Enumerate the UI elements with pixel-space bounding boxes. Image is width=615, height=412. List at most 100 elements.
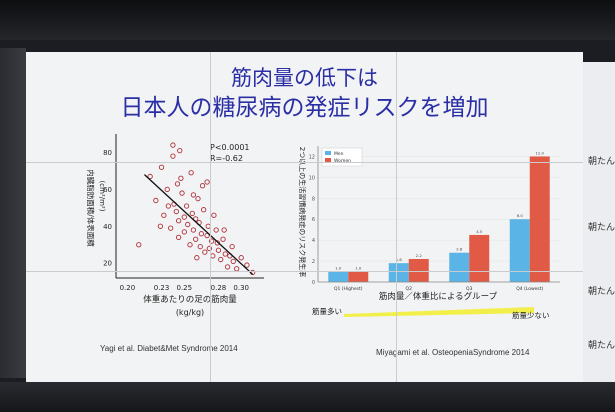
scatter-point — [173, 208, 179, 215]
scatter-point — [181, 214, 187, 220]
scatter-point — [199, 183, 206, 189]
scatter-point — [175, 218, 182, 224]
scatter-point — [229, 243, 235, 250]
scatter-ylabel-unit: (cm²/m²) — [98, 181, 106, 212]
scatter-point — [147, 173, 153, 180]
bar-value-label: 1.0 — [335, 266, 342, 271]
legend-men-label: Men — [334, 151, 344, 157]
scatter-point — [165, 203, 172, 209]
scatter-point — [189, 210, 195, 217]
scatter-point — [220, 236, 226, 242]
bar-women — [529, 156, 550, 282]
scatter-point — [190, 192, 197, 198]
bar-value-label: 2.2 — [416, 253, 423, 258]
bar-men — [388, 263, 409, 282]
screen-seam-v1 — [210, 52, 211, 382]
scatter-point — [197, 243, 203, 250]
bar-y-tick-label: 4 — [312, 238, 315, 244]
scatter-point — [218, 256, 224, 263]
scatter-y-tick-label: 20 — [103, 260, 112, 268]
scatter-point — [234, 266, 240, 272]
scatter-point — [170, 142, 176, 148]
scatter-point — [224, 264, 231, 270]
scatter-ylabel: 内臓脂肪面積/体表面積 — [86, 169, 96, 247]
scatter-point — [178, 175, 184, 181]
legend-men-swatch — [325, 151, 331, 155]
screen-seam-h1 — [26, 162, 583, 163]
right-side-panel: 朝たん 朝たん 朝たん 朝たん — [583, 62, 615, 402]
scatter-point — [211, 212, 217, 218]
bar-chart: 0 2 4 6 8 10 12 1.0 1.0 Q1 (Highest) 1.8 2.2 Q2 2.8 4.… — [298, 146, 560, 320]
scatter-point — [188, 170, 194, 176]
scatter-y-tick-label: 60 — [103, 186, 112, 194]
bar-men — [509, 219, 530, 282]
scatter-point — [222, 251, 228, 257]
screen-seam-v2 — [396, 52, 397, 382]
scatter-point — [187, 242, 193, 248]
scatter-point — [179, 190, 185, 196]
scatter-x-tick-label: 0.25 — [177, 284, 193, 292]
bar-y-tick-label: 8 — [312, 196, 315, 202]
bar-women — [348, 271, 369, 282]
bar-xlabel: 筋肉量／体重比によるグループ — [379, 291, 498, 302]
legend-women-swatch — [325, 158, 331, 162]
scatter-chart: 0.20 0.23 0.25 0.28 0.30 20 40 60 80 P<0.0001 R=… — [86, 134, 264, 317]
scatter-trend-line — [144, 174, 254, 275]
floor — [0, 382, 615, 412]
side-text-1: 朝たん — [588, 157, 615, 167]
bar-y-tick-label: 6 — [312, 217, 315, 223]
bar-category-label: Q1 (Highest) — [334, 286, 363, 292]
scatter-point — [177, 147, 183, 154]
scatter-point — [183, 203, 190, 209]
scatter-point — [210, 253, 216, 259]
bar-y-tick-label: 12 — [309, 154, 315, 160]
bar-ylabel: 2つ以上の生活習慣病発症のリスク発生率 — [298, 147, 307, 277]
scatter-point — [201, 207, 207, 213]
side-text-3: 朝たん — [588, 287, 615, 297]
scatter-point — [204, 232, 210, 239]
bar-y-tick-label: 0 — [312, 280, 315, 286]
scatter-point — [161, 212, 167, 218]
annotation-right: 筋量少ない — [512, 310, 550, 320]
scatter-stat-r: R=-0.62 — [210, 154, 243, 163]
scatter-point — [157, 223, 164, 229]
bar-women — [408, 258, 429, 282]
scatter-point — [244, 262, 250, 268]
bar-value-label: 12.0 — [536, 150, 545, 155]
bar-category-label: Q3 — [466, 286, 473, 292]
bar-y-tick-label: 2 — [312, 259, 315, 265]
ceiling — [0, 0, 615, 40]
bar-value-label: 1.8 — [396, 257, 403, 262]
slide-title-line2: 日本人の糖尿病の発症リスクを増加 — [120, 95, 489, 121]
scatter-point — [167, 225, 174, 231]
legend-box — [321, 147, 363, 167]
scatter-point — [158, 164, 165, 170]
scatter-y-tick-label: 80 — [103, 149, 112, 157]
scatter-point — [195, 195, 201, 202]
scatter-point — [181, 229, 187, 235]
scatter-xlabel-line2: (kg/kg) — [176, 308, 204, 317]
scatter-point — [213, 227, 219, 233]
scatter-y-tick-label: 40 — [103, 223, 112, 231]
scatter-point — [174, 181, 181, 187]
projection-screen: 筋肉量の低下は 日本人の糖尿病の発症リスクを増加 0.20 0.23 0.25 0.2… — [26, 52, 583, 382]
scatter-point — [164, 186, 170, 193]
scatter-stat-p: P<0.0001 — [210, 143, 250, 152]
side-text-4: 朝たん — [588, 341, 615, 351]
side-text-2: 朝たん — [588, 223, 615, 233]
bar-value-label: 6.0 — [517, 213, 524, 218]
scatter-point — [206, 245, 213, 252]
scatter-point — [221, 227, 227, 233]
bar-men — [328, 271, 349, 282]
bar-category-label: Q2 — [406, 286, 413, 292]
scatter-point — [215, 247, 222, 253]
scatter-point — [175, 234, 182, 241]
citation-left: Yagi et al. Diabet&Met Syndrome 2014 — [100, 344, 238, 353]
scatter-point — [194, 255, 200, 261]
muscle-gradient-arrow — [344, 307, 534, 317]
scatter-xlabel-line1: 体重あたりの足の筋肉量 — [143, 294, 237, 305]
scatter-point — [153, 197, 159, 204]
scatter-point — [198, 231, 205, 237]
scatter-point — [190, 227, 197, 233]
legend-women-label: Women — [334, 158, 351, 164]
